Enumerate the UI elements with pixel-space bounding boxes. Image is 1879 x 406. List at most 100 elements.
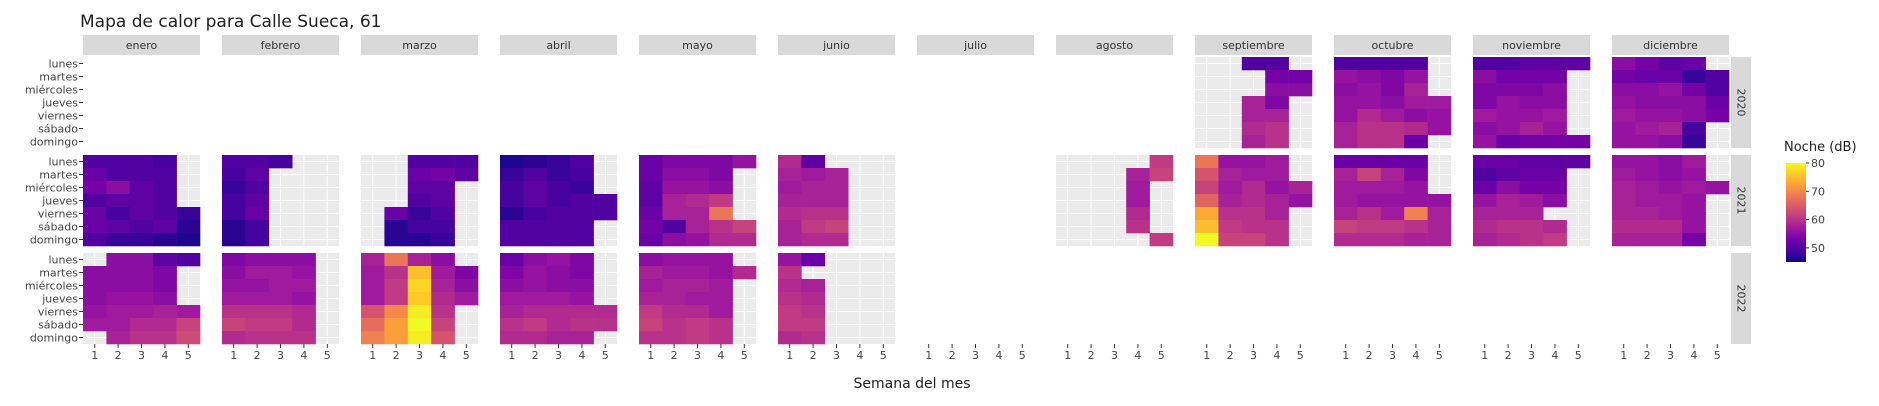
heatmap-cell xyxy=(1241,233,1266,247)
heatmap-cell xyxy=(685,181,710,195)
x-tick-label: 3 xyxy=(1250,349,1257,362)
heatmap-cell xyxy=(1658,181,1683,195)
heatmap-cell xyxy=(732,233,757,247)
heatmap-cell xyxy=(1195,155,1219,169)
heatmap-cell xyxy=(546,168,571,182)
heatmap-cell xyxy=(1519,122,1544,136)
month-strip xyxy=(639,35,756,55)
heatmap-cell xyxy=(106,305,131,319)
heatmap-cell xyxy=(709,207,733,221)
heatmap-cell xyxy=(593,305,618,319)
heatmap-cell xyxy=(1473,155,1497,169)
y-tick-label: miércoles xyxy=(25,84,78,97)
heatmap-cell xyxy=(83,207,107,221)
heatmap-cell xyxy=(245,331,270,345)
heatmap-cell xyxy=(1404,96,1428,110)
heatmap-cell xyxy=(153,305,177,319)
heatmap-cell xyxy=(801,331,826,345)
heatmap-cell xyxy=(801,194,826,208)
heatmap-cell xyxy=(153,266,177,280)
heatmap-cell xyxy=(83,220,107,234)
heatmap-cell xyxy=(1380,220,1405,234)
x-tick-label: 3 xyxy=(833,349,840,362)
heatmap-cell xyxy=(523,168,548,182)
heatmap-cell xyxy=(1380,57,1405,71)
heatmap-cell xyxy=(407,181,432,195)
heatmap-cell xyxy=(801,207,826,221)
heatmap-cell xyxy=(1404,168,1428,182)
heatmap-cell xyxy=(106,220,131,234)
heatmap-cell xyxy=(222,168,246,182)
heatmap-cell xyxy=(384,207,409,221)
heatmap-cell xyxy=(570,292,594,306)
heatmap-cell xyxy=(546,279,571,293)
heatmap-cell xyxy=(778,253,802,267)
heatmap-cell xyxy=(153,331,177,345)
heatmap-cell xyxy=(662,233,687,247)
heatmap-cell xyxy=(431,292,455,306)
heatmap-cell xyxy=(523,155,548,169)
heatmap-cell xyxy=(662,331,687,345)
heatmap-cell xyxy=(1635,194,1660,208)
heatmap-cell xyxy=(1265,220,1289,234)
heatmap-cell xyxy=(1473,96,1497,110)
heatmap-cell xyxy=(176,331,201,345)
heatmap-cell xyxy=(1519,233,1544,247)
heatmap-cell xyxy=(292,305,316,319)
heatmap-cell xyxy=(546,233,571,247)
heatmap-cell xyxy=(245,253,270,267)
heatmap-cell xyxy=(292,266,316,280)
heatmap-cell xyxy=(1265,207,1289,221)
x-tick-label: 4 xyxy=(1551,349,1558,362)
heatmap-cell xyxy=(1473,57,1497,71)
heatmap-cell xyxy=(1658,83,1683,97)
heatmap-cell xyxy=(83,168,107,182)
heatmap-cell xyxy=(1496,220,1521,234)
heatmap-cell xyxy=(523,305,548,319)
heatmap-cell xyxy=(546,331,571,345)
heatmap-cell xyxy=(709,155,733,169)
heatmap-cell xyxy=(1195,181,1219,195)
heatmap-cell xyxy=(454,266,479,280)
month-label: agosto xyxy=(1096,39,1133,52)
heatmap-cell xyxy=(1404,83,1428,97)
heatmap-cell xyxy=(292,253,316,267)
heatmap-cell xyxy=(222,233,246,247)
heatmap-cell xyxy=(1380,122,1405,136)
heatmap-cell xyxy=(1543,194,1567,208)
heatmap-cell xyxy=(801,318,826,332)
heatmap-cell xyxy=(1612,135,1636,149)
x-tick-label: 5 xyxy=(1714,349,1721,362)
heatmap-cell xyxy=(268,292,293,306)
heatmap-cell xyxy=(1612,194,1636,208)
heatmap-cell xyxy=(662,220,687,234)
x-tick-label: 5 xyxy=(1019,349,1026,362)
heatmap-cell xyxy=(292,318,316,332)
heatmap-cell xyxy=(384,305,409,319)
heatmap-cell xyxy=(662,207,687,221)
y-tick-label: sábado xyxy=(38,221,78,234)
year-label: 2020 xyxy=(1735,89,1748,117)
year-strip xyxy=(1731,253,1751,344)
heatmap-cell xyxy=(1149,168,1174,182)
heatmap-cell xyxy=(384,233,409,247)
heatmap-cell xyxy=(523,292,548,306)
heatmap-cell xyxy=(129,168,154,182)
heatmap-cell xyxy=(153,194,177,208)
x-tick-label: 1 xyxy=(508,349,515,362)
heatmap-cell xyxy=(570,220,594,234)
month-label: julio xyxy=(963,39,987,52)
heatmap-cell xyxy=(245,220,270,234)
heatmap-cell xyxy=(1566,135,1591,149)
heatmap-cell xyxy=(1265,57,1289,71)
heatmap-cell xyxy=(685,305,710,319)
heatmap-cell xyxy=(778,279,802,293)
heatmap-cell xyxy=(1404,109,1428,123)
heatmap-cell xyxy=(1496,168,1521,182)
x-tick-label: 3 xyxy=(972,349,979,362)
heatmap-cell xyxy=(1334,122,1358,136)
heatmap-cell xyxy=(222,220,246,234)
heatmap-cell xyxy=(709,318,733,332)
heatmap-cell xyxy=(106,194,131,208)
heatmap-cell xyxy=(245,266,270,280)
